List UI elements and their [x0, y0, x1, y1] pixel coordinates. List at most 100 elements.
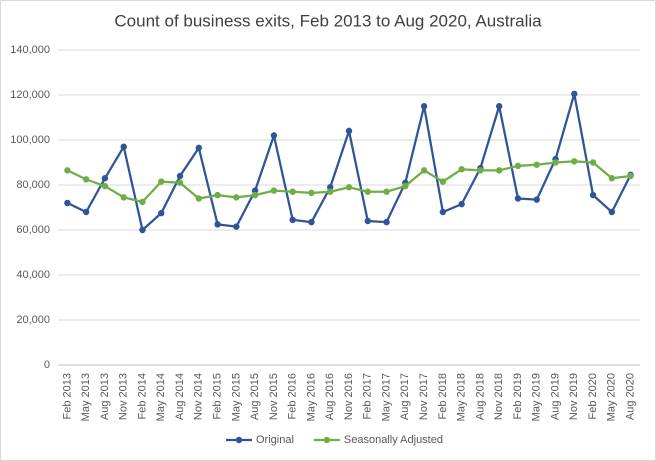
x-tick-label: Feb 2017: [362, 373, 374, 419]
point: [514, 195, 522, 202]
point: [383, 218, 390, 226]
x-tick-label: May 2016: [305, 373, 317, 421]
point: [195, 195, 203, 202]
point: [289, 188, 296, 195]
point: [120, 194, 127, 201]
point: [458, 200, 465, 208]
x-tick-label: Aug 2016: [324, 373, 336, 420]
point: [345, 127, 353, 135]
chart-title: Count of business exits, Feb 2013 to Aug…: [114, 11, 542, 30]
point: [495, 167, 503, 174]
point: [402, 182, 409, 190]
point: [571, 90, 578, 98]
x-tick-label: Feb 2014: [136, 373, 148, 419]
point: [270, 132, 278, 139]
legend-marker: [235, 436, 243, 444]
x-tick-label: Feb 2018: [437, 373, 449, 419]
point: [552, 159, 559, 166]
point: [420, 167, 428, 174]
point: [233, 223, 240, 230]
point: [345, 184, 353, 191]
x-tick-label: Nov 2013: [118, 373, 130, 420]
point: [458, 166, 465, 173]
y-tick-label: 40,000: [16, 269, 50, 281]
point: [101, 175, 109, 182]
point: [251, 187, 259, 194]
point: [571, 158, 578, 165]
x-tick-label: May 2017: [380, 373, 392, 421]
point: [308, 189, 315, 197]
point: [327, 188, 334, 195]
x-tick-label: Aug 2017: [399, 373, 411, 420]
point: [495, 103, 503, 110]
point: [195, 144, 203, 152]
point: [120, 143, 127, 150]
x-tick-label: Nov 2016: [343, 373, 355, 420]
x-tick-label: Aug 2019: [549, 373, 561, 420]
x-tick-label: Feb 2016: [287, 373, 299, 419]
point: [364, 188, 371, 195]
point: [608, 208, 616, 216]
point: [589, 191, 597, 199]
point: [139, 198, 146, 206]
point: [289, 216, 296, 224]
y-tick-label: 80,000: [16, 179, 50, 191]
point: [82, 208, 90, 216]
point: [477, 167, 484, 174]
x-tick-label: Feb 2015: [211, 373, 223, 419]
x-tick-label: Nov 2019: [568, 373, 580, 420]
x-tick-label: Nov 2017: [418, 373, 430, 420]
point: [176, 172, 184, 180]
x-tick-label: Aug 2014: [174, 373, 186, 420]
point: [214, 221, 221, 228]
x-tick-label: Feb 2013: [61, 373, 73, 419]
x-tick-label: May 2020: [606, 373, 618, 421]
point: [101, 182, 109, 190]
point: [439, 208, 447, 216]
x-tick-label: Feb 2019: [512, 373, 524, 419]
x-tick-label: Nov 2014: [193, 373, 205, 420]
point: [627, 172, 634, 180]
point: [158, 209, 165, 217]
point: [139, 226, 146, 234]
x-tick-label: Nov 2018: [493, 373, 505, 420]
point: [533, 161, 540, 168]
point: [82, 176, 90, 183]
x-tick-label: Aug 2015: [249, 373, 261, 420]
point: [308, 218, 315, 226]
point: [176, 179, 184, 186]
y-tick-label: 60,000: [16, 224, 50, 236]
x-tick-label: Aug 2018: [474, 373, 486, 420]
point: [533, 196, 540, 203]
legend-label: Seasonally Adjusted: [344, 434, 443, 446]
point: [64, 167, 71, 174]
legend-label: Original: [256, 434, 294, 446]
x-tick-label: May 2013: [80, 373, 92, 421]
point: [608, 175, 616, 182]
point: [251, 191, 259, 199]
point: [420, 103, 428, 110]
y-tick-label: 100,000: [10, 134, 50, 146]
x-tick-label: May 2015: [230, 373, 242, 421]
x-tick-label: Aug 2013: [99, 373, 111, 420]
point: [270, 187, 278, 194]
point: [364, 217, 371, 225]
x-tick-label: May 2014: [155, 373, 167, 421]
point: [383, 188, 390, 195]
x-tick-label: Aug 2020: [625, 373, 637, 420]
point: [214, 191, 221, 199]
x-tick-label: May 2019: [531, 373, 543, 421]
x-tick-label: Nov 2015: [268, 373, 280, 420]
y-tick-label: 140,000: [10, 44, 50, 56]
point: [158, 178, 165, 185]
point: [514, 162, 522, 170]
y-tick-label: 20,000: [16, 314, 50, 326]
point: [589, 159, 597, 166]
point: [233, 194, 240, 201]
x-tick-label: Feb 2020: [587, 373, 599, 419]
y-tick-label: 0: [44, 359, 50, 371]
point: [64, 199, 71, 207]
legend-marker: [323, 436, 331, 444]
point: [439, 178, 447, 185]
